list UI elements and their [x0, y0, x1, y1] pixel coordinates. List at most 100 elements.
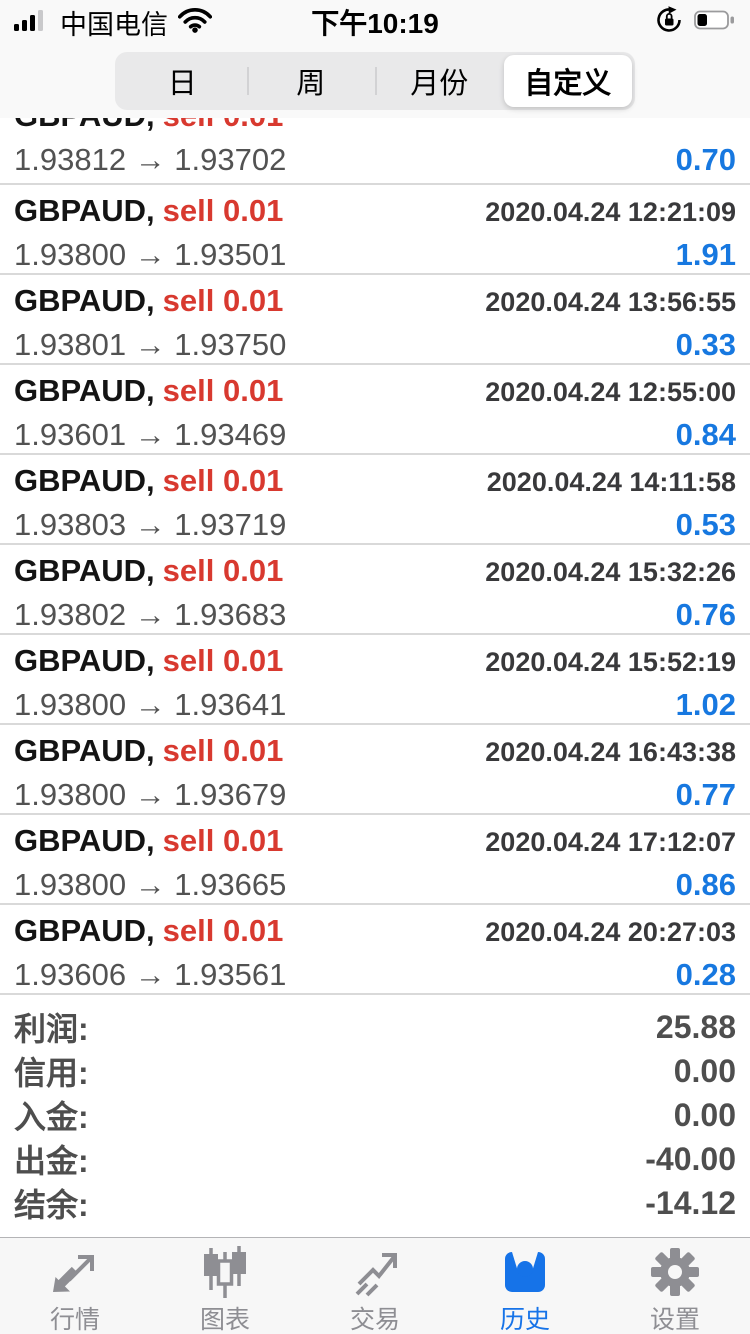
summary-label: 结余: — [14, 1187, 89, 1223]
order-side-label: sell 0.01 — [162, 823, 284, 858]
wifi-icon — [177, 7, 213, 38]
order-side-label: sell 0.01 — [162, 643, 284, 678]
tab-charts[interactable]: 图表 — [150, 1238, 300, 1334]
history-list: GBPAUD,sell 0.01 1.93812 → 1.93702 0.70 … — [0, 118, 750, 995]
symbol-label: GBPAUD, — [14, 553, 155, 588]
close-datetime: 2020.04.24 13:56:55 — [485, 287, 736, 317]
history-row[interactable]: GBPAUD, sell 0.01 2020.04.24 13:56:55 1.9… — [0, 275, 750, 365]
tab-label: 设置 — [649, 1306, 700, 1334]
close-datetime: 2020.04.24 12:55:00 — [485, 377, 736, 407]
tab-day[interactable]: 日 — [167, 68, 197, 100]
summary-value: 0.00 — [673, 1052, 736, 1089]
gear-icon — [648, 1246, 702, 1298]
summary-label: 入金: — [14, 1099, 89, 1135]
summary-row-withdrawal: 出金: -40.00 — [14, 1137, 736, 1181]
tab-custom[interactable]: 自定义 — [503, 55, 632, 107]
summary-row-deposit: 入金: 0.00 — [14, 1093, 736, 1137]
symbol-and-side: GBPAUD,sell 0.01 — [14, 643, 283, 679]
close-datetime: 2020.04.24 16:43:38 — [485, 737, 736, 767]
order-side-label: sell 0.01 — [163, 118, 284, 133]
bottom-tab-bar: 行情 图表 — [0, 1237, 750, 1334]
symbol-label: GBPAUD, — [14, 823, 155, 858]
symbol-label: GBPAUD, — [14, 373, 155, 408]
profit-value: 1.02 — [675, 687, 736, 722]
history-row[interactable]: GBPAUD, sell 0.01 2020.04.24 15:32:26 1.9… — [0, 545, 750, 635]
symbol-label: GBPAUD, — [14, 913, 155, 948]
history-row[interactable]: GBPAUD, sell 0.01 2020.04.24 20:27:03 1.9… — [0, 905, 750, 995]
summary-value: -40.00 — [645, 1140, 736, 1177]
summary-value: 0.00 — [673, 1096, 736, 1133]
symbol-label: GBPAUD, — [14, 193, 155, 228]
tab-history[interactable]: 历史 — [450, 1238, 600, 1334]
open-close-prices: 1.93800 → 1.93679 — [14, 777, 287, 812]
tab-quotes[interactable]: 行情 — [0, 1238, 150, 1334]
status-bar: 中国电信 下午10:19 — [0, 0, 750, 44]
profit-value: 0.28 — [675, 957, 736, 992]
symbol-label: GBPAUD, — [14, 118, 155, 133]
symbol-label: GBPAUD, — [14, 283, 155, 318]
history-row[interactable]: GBPAUD, sell 0.01 2020.04.24 15:52:19 1.9… — [0, 635, 750, 725]
open-close-prices: 1.93800 → 1.93641 — [14, 687, 287, 722]
symbol-and-side: GBPAUD,sell 0.01 — [14, 733, 283, 769]
order-side-label: sell 0.01 — [162, 553, 284, 588]
symbol-label: GBPAUD, — [14, 463, 155, 498]
trade-arrow-icon — [348, 1246, 402, 1298]
order-side-label: sell 0.01 — [162, 373, 284, 408]
symbol-and-side: GBPAUD,sell 0.01 — [14, 823, 283, 859]
profit-value: 0.76 — [675, 597, 736, 632]
history-row[interactable]: GBPAUD, sell 0.01 2020.04.24 17:12:07 1.9… — [0, 815, 750, 905]
cell-signal-icon — [14, 8, 50, 37]
order-side-label: sell 0.01 — [162, 463, 284, 498]
tab-trade[interactable]: 交易 — [300, 1238, 450, 1334]
history-row[interactable]: GBPAUD, sell 0.01 2020.04.24 14:11:58 1.9… — [0, 455, 750, 545]
candlestick-chart-icon — [198, 1246, 252, 1298]
symbol-and-side: GBPAUD,sell 0.01 — [14, 553, 283, 589]
open-close-prices: 1.93801 → 1.93750 — [14, 327, 287, 362]
profit-value: 0.86 — [675, 867, 736, 902]
symbol-and-side: GBPAUD,sell 0.01 — [14, 463, 283, 499]
close-datetime: 2020.04.24 15:52:19 — [485, 647, 736, 677]
history-row[interactable]: GBPAUD, sell 0.01 2020.04.24 12:21:09 1.9… — [0, 185, 750, 275]
open-close-prices: 1.93812 → 1.93702 — [14, 142, 287, 177]
tab-month[interactable]: 月份 — [375, 55, 504, 107]
profit-value: 0.70 — [675, 142, 736, 177]
tab-week[interactable]: 周 — [246, 55, 376, 107]
period-selector-header: 日 周 月份 自定义 — [0, 44, 750, 118]
history-row[interactable]: GBPAUD, sell 0.01 2020.04.24 12:55:00 1.9… — [0, 365, 750, 455]
quotes-arrows-icon — [48, 1246, 102, 1298]
period-segmented-control: 日 周 月份 自定义 — [115, 52, 635, 110]
profit-value: 0.33 — [675, 327, 736, 362]
tab-label: 交易 — [349, 1306, 400, 1334]
summary-value: 25.88 — [655, 1008, 736, 1045]
order-side-label: sell 0.01 — [162, 193, 284, 228]
profit-value: 1.91 — [675, 237, 736, 272]
account-summary: 利润: 25.88 信用: 0.00 入金: 0.00 出金: -40.00 结… — [0, 995, 750, 1225]
orientation-lock-icon — [654, 5, 684, 40]
summary-row-profit: 利润: 25.88 — [14, 1005, 736, 1049]
symbol-and-side: GBPAUD, sell 0.01 — [14, 118, 283, 134]
profit-value: 0.53 — [675, 507, 736, 542]
history-row[interactable]: GBPAUD, sell 0.01 2020.04.24 16:43:38 1.9… — [0, 725, 750, 815]
summary-row-credit: 信用: 0.00 — [14, 1049, 736, 1093]
symbol-and-side: GBPAUD,sell 0.01 — [14, 373, 283, 409]
symbol-and-side: GBPAUD,sell 0.01 — [14, 913, 283, 949]
symbol-and-side: GBPAUD,sell 0.01 — [14, 193, 283, 229]
history-row[interactable]: GBPAUD, sell 0.01 1.93812 → 1.93702 0.70 — [0, 118, 750, 185]
close-datetime: 2020.04.24 20:27:03 — [485, 917, 736, 947]
history-tray-icon — [498, 1246, 552, 1298]
order-side-label: sell 0.01 — [162, 283, 284, 318]
profit-value: 0.84 — [675, 417, 736, 452]
summary-label: 信用: — [14, 1055, 89, 1091]
close-datetime: 2020.04.24 12:21:09 — [485, 197, 736, 227]
tab-settings[interactable]: 设置 — [600, 1238, 750, 1334]
profit-value: 0.77 — [675, 777, 736, 812]
close-datetime: 2020.04.24 17:12:07 — [485, 827, 736, 857]
tab-label: 行情 — [49, 1306, 100, 1334]
order-side-label: sell 0.01 — [162, 913, 284, 948]
close-datetime: 2020.04.24 14:11:58 — [486, 467, 736, 497]
symbol-label: GBPAUD, — [14, 733, 155, 768]
tab-label: 图表 — [199, 1306, 250, 1334]
open-close-prices: 1.93800 → 1.93665 — [14, 867, 287, 902]
close-datetime: 2020.04.24 15:32:26 — [485, 557, 736, 587]
